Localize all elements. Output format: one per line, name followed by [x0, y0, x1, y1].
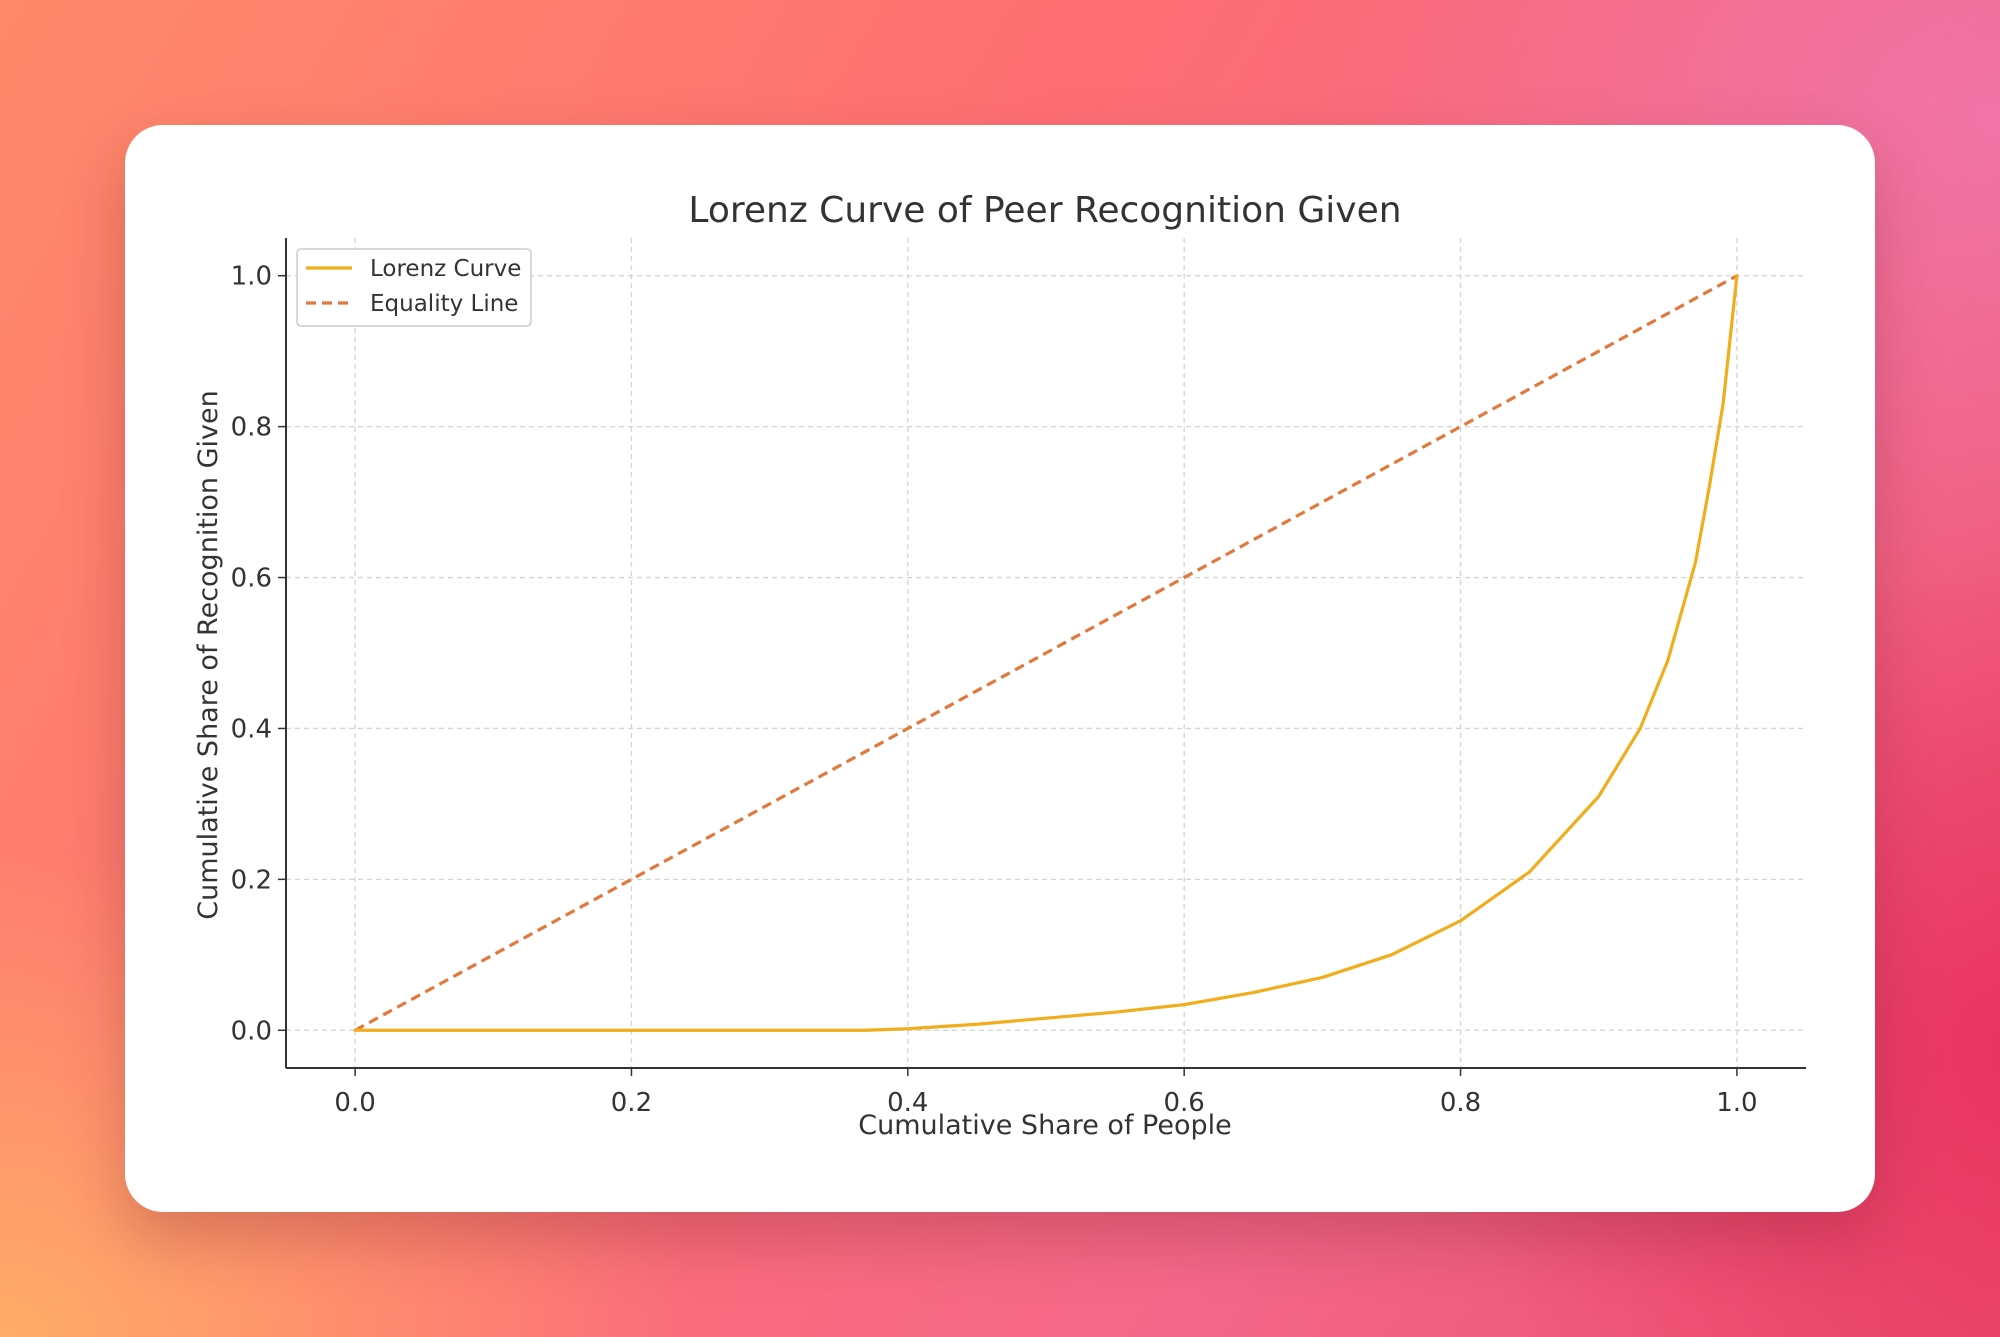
x-tick-label: 1.0: [1716, 1088, 1757, 1118]
series-group: [353, 274, 1739, 1032]
y-tick-label: 0.2: [231, 865, 272, 895]
axes: [278, 238, 1806, 1076]
legend: Lorenz Curve Equality Line: [296, 248, 532, 327]
y-axis-label: Cumulative Share of Recognition Given: [193, 390, 224, 920]
legend-label-lorenz-curve: Lorenz Curve: [370, 256, 521, 282]
y-tick-label: 0.8: [231, 413, 272, 443]
y-tick-label: 0.0: [231, 1016, 272, 1046]
series-line-equality-line: [354, 274, 1738, 1032]
x-axis-label: Cumulative Share of People: [858, 1110, 1232, 1141]
grid-lines: [286, 238, 1806, 1068]
x-tick-label: 0.0: [334, 1088, 375, 1118]
x-tick-label: 0.4: [887, 1088, 928, 1118]
y-tick-label: 1.0: [231, 262, 272, 292]
legend-label-equality-line: Equality Line: [370, 291, 518, 317]
y-tick-label: 0.4: [231, 714, 272, 744]
y-tick-label: 0.6: [231, 564, 272, 594]
series-line-lorenz-curve: [353, 274, 1739, 1032]
legend-box: [296, 248, 532, 327]
x-tick-label: 0.2: [611, 1088, 652, 1118]
tick-labels: 0.0 0.2 0.4 0.6 0.8 1.0 0.0 0.2 0.4 0.6 0.8 1.0: [231, 262, 1758, 1118]
x-tick-label: 0.6: [1164, 1088, 1205, 1118]
x-tick-label: 0.8: [1440, 1088, 1481, 1118]
chart-title: Lorenz Curve of Peer Recognition Given: [688, 190, 1401, 231]
